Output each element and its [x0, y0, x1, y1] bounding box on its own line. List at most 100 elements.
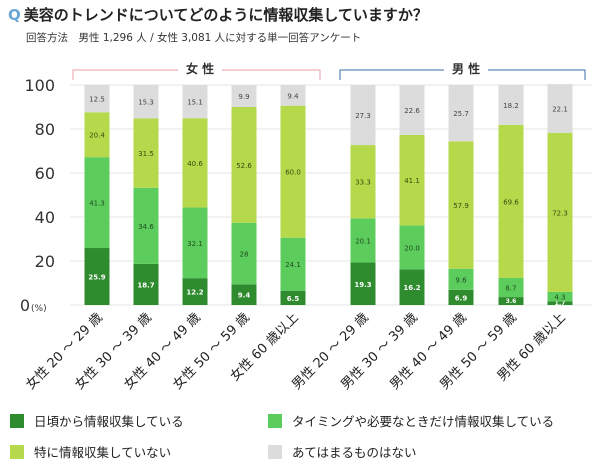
bar-segment [350, 85, 376, 146]
data-label: 27.3 [355, 112, 371, 120]
legend-item-1: タイミングや必要なときだけ情報収集している [268, 411, 554, 430]
data-label: 12.2 [186, 289, 203, 297]
data-label: 20.0 [404, 244, 420, 252]
legend-item-0: 日頃から情報収集している [10, 411, 184, 430]
data-label: 6.5 [287, 295, 300, 303]
legend-item-3: あてはまるものはない [268, 442, 417, 461]
data-label: 60.0 [285, 169, 301, 177]
bar-segment [133, 118, 159, 188]
bar-segment [280, 85, 306, 106]
bar-segment [231, 222, 257, 285]
bar-segment [182, 85, 208, 119]
data-label: 31.5 [138, 150, 154, 158]
bar-segment [280, 237, 306, 291]
bar-segment [133, 263, 159, 305]
y-tick-label: 40 [35, 208, 55, 227]
data-label: 9.4 [287, 92, 299, 100]
bar-segment [280, 290, 306, 305]
bar-segment [133, 187, 159, 264]
data-label: 15.1 [187, 99, 203, 107]
bar-segment [231, 107, 257, 223]
data-label: 1.7 [555, 300, 566, 307]
bar-segment [547, 84, 573, 133]
data-label: 52.6 [236, 162, 252, 170]
bar-segment [231, 85, 257, 107]
data-label: 57.9 [453, 202, 469, 210]
bar-segment [448, 141, 474, 269]
data-label: 19.3 [354, 281, 371, 289]
bar-segment [547, 132, 573, 292]
bar-segment [498, 84, 524, 125]
data-label: 33.3 [355, 179, 371, 187]
bar-segment [84, 157, 110, 249]
bar-segment [84, 112, 110, 158]
data-label: 41.3 [89, 200, 105, 208]
group-label-female: 女 性 [178, 60, 223, 77]
data-label: 24.1 [285, 261, 301, 269]
bar-segment [182, 118, 208, 208]
legend-swatch [10, 444, 24, 459]
data-label: 16.2 [403, 284, 420, 292]
bar-segment [182, 207, 208, 279]
data-label: 9.6 [455, 276, 467, 284]
data-label: 20.4 [89, 132, 105, 140]
bar-segment [448, 289, 474, 305]
data-label: 25.9 [88, 274, 105, 282]
legend-label: あてはまるものはない [292, 445, 417, 460]
bar-segment [84, 84, 110, 113]
y-tick-label: 100 [24, 76, 55, 95]
data-label: 69.6 [503, 198, 519, 206]
y-tick-label: 20 [35, 252, 55, 271]
data-label: 3.6 [506, 298, 517, 305]
legend-swatch [10, 413, 24, 428]
data-label: 6.9 [455, 294, 468, 302]
data-label: 18.7 [137, 281, 154, 289]
data-label: 25.7 [453, 110, 469, 118]
bar-segment [547, 291, 573, 302]
bar-segment [399, 269, 425, 305]
data-label: 22.1 [552, 105, 568, 113]
data-label: 8.7 [505, 285, 516, 293]
bar-segment [498, 277, 524, 298]
data-label: 28 [240, 251, 249, 259]
bar-segment [498, 297, 524, 305]
legend-label: 日頃から情報収集している [34, 414, 184, 429]
bar-segment [448, 84, 474, 142]
legend-swatch [268, 413, 282, 428]
bar-segment [498, 124, 524, 278]
y-tick-label: 60 [35, 164, 55, 183]
data-label: 32.1 [187, 240, 203, 248]
bar-segment [448, 268, 474, 290]
bar-segment [399, 225, 425, 270]
data-label: 15.3 [138, 99, 154, 107]
bar-segment [182, 278, 208, 305]
y-tick-label: 0 [20, 296, 30, 315]
bar-segment [350, 262, 376, 305]
data-label: 41.1 [404, 177, 420, 185]
bar-segment [133, 84, 159, 119]
legend-label: 特に情報収集していない [34, 445, 172, 460]
y-tick-label: 80 [35, 120, 55, 139]
chart-subtitle: 回答方法 男性 1,296 人 / 女性 3,081 人に対する単一回答アンケー… [26, 32, 362, 44]
bar-segment [231, 284, 257, 305]
bar-segment [350, 145, 376, 219]
legend-label: タイミングや必要なときだけ情報収集している [292, 414, 555, 429]
bar-segment [84, 248, 110, 305]
data-label: 9.9 [238, 93, 249, 101]
data-label: 20.1 [355, 237, 371, 245]
data-label: 4.3 [554, 294, 565, 302]
group-label-male: 男 性 [444, 60, 489, 77]
title-text: 美容のトレンドについてどのように情報収集していますか？ [23, 6, 428, 24]
data-label: 18.2 [503, 102, 519, 110]
bar-segment [399, 85, 425, 135]
data-label: 9.4 [238, 292, 251, 300]
legend-swatch [268, 444, 282, 459]
data-label: 34.6 [138, 223, 154, 231]
y-unit-label: (%) [31, 304, 47, 314]
q-icon: Q [8, 6, 21, 24]
chart-title: Q 美容のトレンドについてどのように情報収集していますか？ [8, 4, 428, 25]
bar-segment [399, 134, 425, 226]
bar-segment [350, 218, 376, 263]
